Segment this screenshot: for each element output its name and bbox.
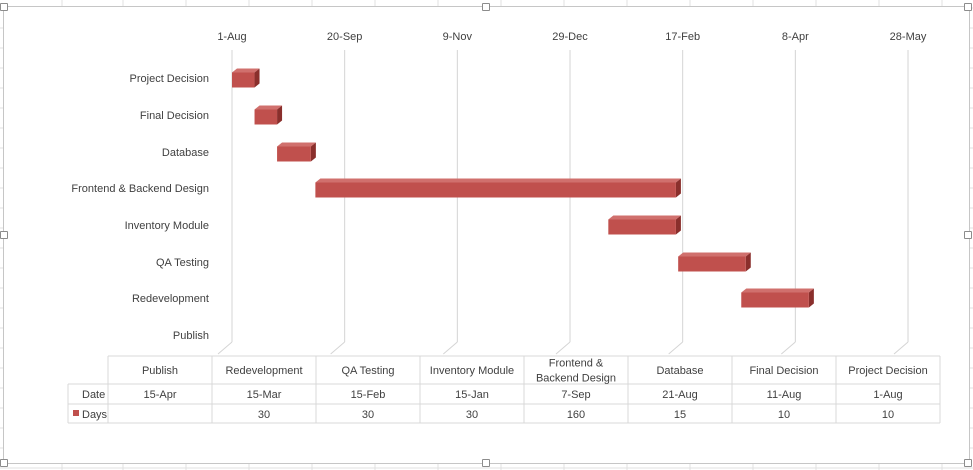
table-header-cell: Final Decision <box>749 365 818 377</box>
resize-handle-top[interactable] <box>482 3 490 11</box>
table-header-cell: Database <box>656 365 703 377</box>
gridline-floor <box>668 341 684 355</box>
table-days-cell: 10 <box>778 409 790 421</box>
table-days-cell: 160 <box>567 409 585 421</box>
resize-handle-left[interactable] <box>0 231 8 239</box>
bar-top-face <box>608 215 681 220</box>
resize-handle-top-right[interactable] <box>964 3 972 11</box>
chart-area[interactable] <box>3 6 970 464</box>
y-category-label: Frontend & Backend Design <box>71 183 209 195</box>
x-tick-label: 29-Dec <box>552 31 588 43</box>
y-category-label: QA Testing <box>156 257 209 269</box>
x-tick-label: 1-Aug <box>217 31 246 43</box>
x-tick-label: 20-Sep <box>327 31 362 43</box>
bar-side-face <box>745 252 751 272</box>
table-days-cell: 10 <box>882 409 894 421</box>
legend-key-days <box>73 410 79 416</box>
bar-side-face <box>277 105 283 125</box>
table-days-cell: 30 <box>466 409 478 421</box>
y-category-label: Database <box>162 147 209 159</box>
bar-front-face <box>277 146 311 162</box>
gridline-floor <box>217 341 233 355</box>
table-days-cell: 15 <box>674 409 686 421</box>
gridline-floor <box>893 341 909 355</box>
bar-database[interactable] <box>277 142 316 162</box>
table-date-cell: 15-Apr <box>143 389 176 401</box>
bar-side-face <box>675 178 681 198</box>
gridline-floor <box>555 341 571 355</box>
x-tick-label: 9-Nov <box>443 31 473 43</box>
table-date-cell: 1-Aug <box>873 389 902 401</box>
table-header-cell: Publish <box>142 365 178 377</box>
bar-qa-testing[interactable] <box>678 252 751 272</box>
bar-top-face <box>254 105 283 110</box>
table-date-cell: 15-Feb <box>351 389 386 401</box>
table-header-cell: Inventory Module <box>430 365 514 377</box>
bar-front-face <box>232 72 255 88</box>
bar-top-face <box>678 252 751 257</box>
gridline-floor <box>781 341 796 355</box>
bar-front-face <box>254 109 278 125</box>
y-category-label: Publish <box>173 330 209 342</box>
table-days-cell: 30 <box>258 409 270 421</box>
bar-inventory-module[interactable] <box>608 215 681 235</box>
bar-frontend-backend-design[interactable] <box>315 178 681 198</box>
y-category-label: Inventory Module <box>125 220 209 232</box>
y-category-label: Project Decision <box>130 73 209 85</box>
bar-side-face <box>254 68 260 88</box>
bar-top-face <box>232 68 260 73</box>
resize-handle-bottom-left[interactable] <box>0 459 8 467</box>
table-header-cell: QA Testing <box>342 365 395 377</box>
table-date-cell: 11-Aug <box>767 389 802 401</box>
table-date-cell: 7-Sep <box>561 389 590 401</box>
bar-front-face <box>608 219 676 235</box>
resize-handle-bottom[interactable] <box>482 459 490 467</box>
table-date-cell: 15-Jan <box>455 389 489 401</box>
table-header-cell: Backend Design <box>536 373 616 385</box>
bar-front-face <box>741 292 809 308</box>
x-tick-label: 8-Apr <box>782 31 809 43</box>
bar-front-face <box>678 256 746 272</box>
bar-side-face <box>675 215 681 235</box>
bar-front-face <box>315 182 676 198</box>
table-header-cell: Frontend & <box>549 358 604 370</box>
bar-redevelopment[interactable] <box>741 288 814 308</box>
data-table: Publish 15-Apr Redevelopment 15-Mar 30 QA Tes… <box>67 355 941 424</box>
table-header-cell: Project Decision <box>848 365 927 377</box>
x-tick-label: 17-Feb <box>665 31 700 43</box>
table-row-label-date: Date <box>82 389 105 401</box>
x-tick-label: 28-May <box>890 31 927 43</box>
table-date-cell: 15-Mar <box>247 389 282 401</box>
bar-side-face <box>808 288 814 308</box>
table-row-label-days: Days <box>82 409 108 421</box>
resize-handle-right[interactable] <box>964 231 972 239</box>
table-days-cell: 30 <box>362 409 374 421</box>
bar-project-decision[interactable] <box>232 68 260 88</box>
bar-top-face <box>741 288 814 293</box>
resize-handle-bottom-right[interactable] <box>964 459 972 467</box>
gridline-floor <box>443 341 458 355</box>
y-category-label: Redevelopment <box>132 293 209 305</box>
bar-top-face <box>277 142 316 147</box>
gridline-floor <box>330 341 345 355</box>
bar-final-decision[interactable] <box>254 105 283 125</box>
bar-top-face <box>315 178 681 183</box>
resize-handle-top-left[interactable] <box>0 3 8 11</box>
y-category-label: Final Decision <box>140 110 209 122</box>
table-header-cell: Redevelopment <box>225 365 302 377</box>
bar-side-face <box>310 142 316 162</box>
table-date-cell: 21-Aug <box>662 389 697 401</box>
